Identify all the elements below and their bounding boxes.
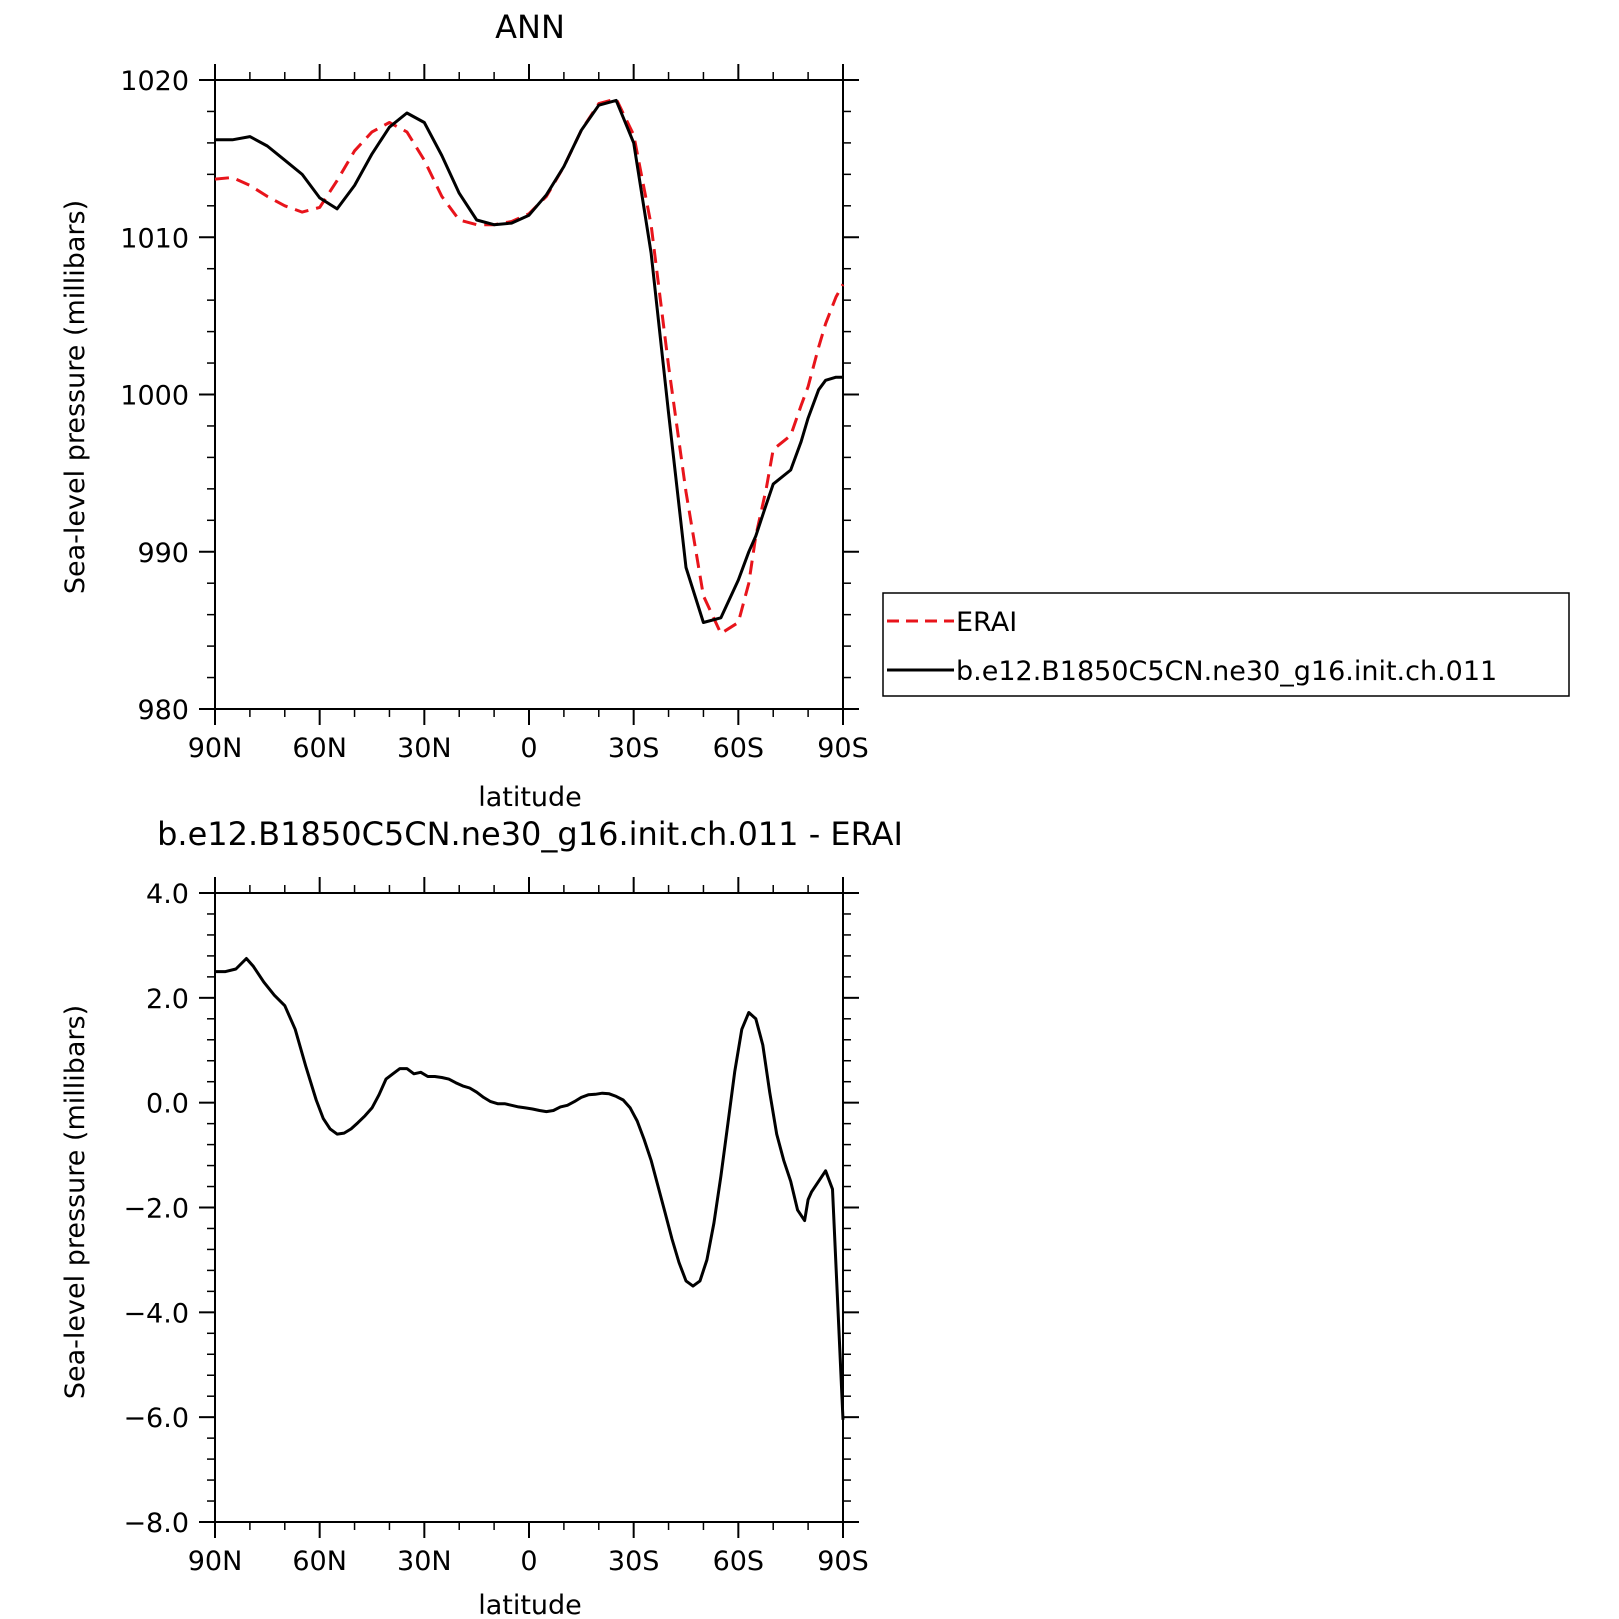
bottom-y-tick-label: 0.0 (146, 1089, 189, 1120)
bottom-y-tick-label: −6.0 (123, 1403, 189, 1434)
bottom-x-tick-label: 0 (520, 1546, 537, 1577)
top-panel-y-axis-label: Sea-level pressure (millibars) (60, 200, 91, 594)
bottom-y-tick-label: −8.0 (123, 1508, 189, 1539)
top-y-tick-label: 990 (137, 538, 189, 569)
top-x-tick-label: 60N (292, 733, 347, 764)
top-y-tick-label: 1010 (120, 223, 189, 254)
top-y-tick-label: 1020 (120, 66, 189, 97)
legend-label-model: b.e12.B1850C5CN.ne30_g16.init.ch.011 (956, 656, 1497, 687)
top-panel-title: ANN (495, 8, 565, 46)
top-panel-axes: 90N 60N 30N 0 30S 60S 90S 980 990 1000 1010 1020 (120, 64, 869, 764)
bottom-x-tick-label: 60S (713, 1546, 765, 1577)
bottom-panel-axes: 90N 60N 30N 0 30S 60S 90S −8.0 −6.0 −4.0 −2.0 0.0 2.… (123, 877, 869, 1577)
bottom-x-tick-label: 90S (817, 1546, 869, 1577)
bottom-x-tick-label: 30S (608, 1546, 660, 1577)
legend: ERAI b.e12.B1850C5CN.ne30_g16.init.ch.01… (882, 592, 1570, 697)
legend-label-erai: ERAI (956, 607, 1017, 638)
top-y-tick-label: 1000 (120, 381, 189, 412)
bottom-panel-title: b.e12.B1850C5CN.ne30_g16.init.ch.011 - E… (157, 815, 903, 853)
top-x-tick-label: 60S (713, 733, 765, 764)
top-panel-x-axis-label: latitude (478, 782, 582, 813)
bottom-panel-x-axis-label: latitude (478, 1590, 582, 1619)
bottom-y-tick-label: −2.0 (123, 1194, 189, 1225)
top-y-tick-label: 980 (137, 695, 189, 726)
bottom-y-tick-label: 2.0 (146, 984, 189, 1015)
bottom-panel: b.e12.B1850C5CN.ne30_g16.init.ch.011 - E… (60, 815, 903, 1619)
bottom-panel-y-axis-label: Sea-level pressure (millibars) (60, 1005, 91, 1399)
top-x-tick-label: 30N (397, 733, 452, 764)
top-x-tick-label: 90S (817, 733, 869, 764)
top-panel-series (214, 97, 845, 635)
top-plot-frame (214, 79, 844, 710)
legend-box (882, 592, 1570, 697)
bottom-panel-series (215, 957, 845, 1420)
top-x-tick-label: 30S (608, 733, 660, 764)
top-series-line-0 (214, 97, 845, 635)
bottom-x-tick-label: 30N (397, 1546, 452, 1577)
top-panel: ANN 90N 60N 30N 0 30S 60S 90S 980 990 1000 1010 102… (60, 8, 1570, 813)
top-series-line-1 (215, 98, 843, 624)
bottom-x-tick-label: 60N (292, 1546, 347, 1577)
bottom-y-tick-label: 4.0 (146, 879, 189, 910)
bottom-x-tick-label: 90N (188, 1546, 243, 1577)
bottom-plot-frame (214, 892, 844, 1523)
bottom-series-line-0 (215, 957, 845, 1420)
top-x-tick-label: 0 (520, 733, 537, 764)
top-x-tick-label: 90N (188, 733, 243, 764)
bottom-y-tick-label: −4.0 (123, 1298, 189, 1329)
